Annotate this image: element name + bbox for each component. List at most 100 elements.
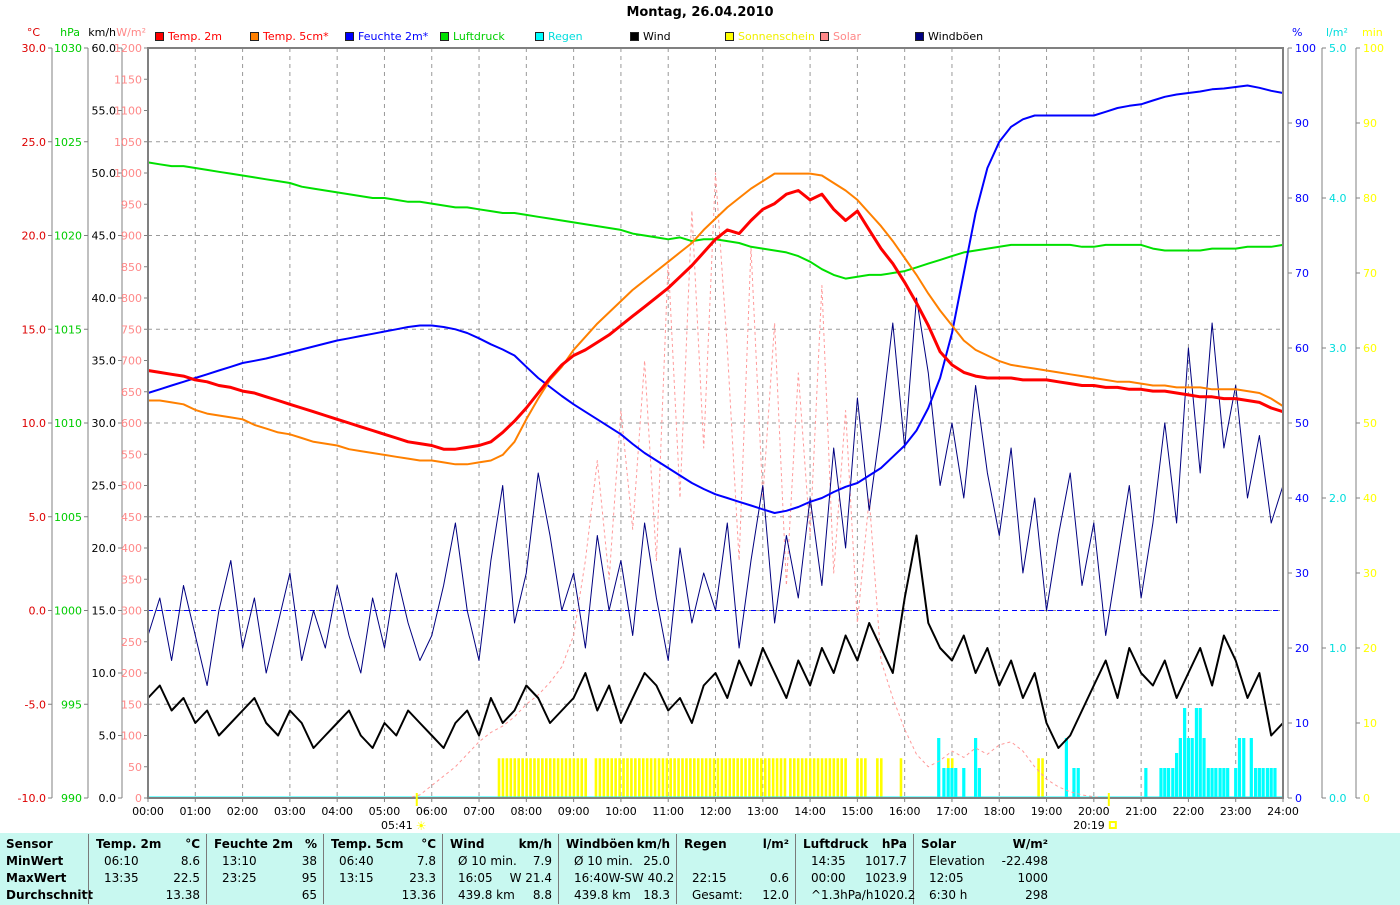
svg-text:995: 995 (61, 698, 82, 711)
svg-text:24:00: 24:00 (1267, 805, 1299, 818)
legend-swatch-icon (630, 31, 639, 41)
stats-col-wind: Wind km/h Ø 10 min. 7.9 16:05 W 21.4 439.8 km 8… (450, 835, 552, 903)
svg-text:02:00: 02:00 (227, 805, 259, 818)
svg-text:60: 60 (1295, 342, 1309, 355)
stats-cell-value: W-SW 40.2 (608, 870, 675, 885)
axis-pct: 0 10 20 30 40 50 60 70 80 90 100% (1287, 26, 1316, 805)
stats-col-unit: km/h (636, 836, 670, 851)
svg-text:25.0: 25.0 (22, 136, 47, 149)
svg-text:950: 950 (121, 198, 142, 211)
svg-text:50: 50 (1295, 417, 1309, 430)
svg-text:40.0: 40.0 (92, 292, 117, 305)
table-separator (88, 834, 89, 904)
axis-unit-label: °C (27, 26, 41, 39)
axis-unit-label: hPa (60, 26, 80, 39)
svg-text:16:00: 16:00 (889, 805, 921, 818)
svg-text:20: 20 (1295, 642, 1309, 655)
svg-text:1030: 1030 (54, 42, 82, 55)
stats-cell-value: 95 (301, 870, 317, 885)
svg-text:30: 30 (1295, 567, 1309, 580)
svg-text:1010: 1010 (54, 417, 82, 430)
stats-cell-value: 13.38 (165, 887, 200, 902)
stats-cell-value: 12.0 (762, 887, 789, 902)
svg-text:40: 40 (1363, 492, 1377, 505)
svg-text:100: 100 (1363, 42, 1384, 55)
stats-col-unit: km/h (518, 836, 552, 851)
stats-cell-time: 439.8 km (458, 887, 515, 902)
stats-col-unit: W/m² (1012, 836, 1048, 851)
axis-unit-label: W/m² (116, 26, 146, 39)
svg-text:750: 750 (121, 323, 142, 336)
svg-text:5.0: 5.0 (1329, 42, 1347, 55)
svg-text:04:00: 04:00 (321, 805, 353, 818)
axis-unit-label: % (1292, 26, 1302, 39)
stats-col-feuchte-2m: Feuchte 2m% 13:10 38 23:25 95 65 (214, 835, 317, 903)
svg-text:650: 650 (121, 386, 142, 399)
svg-text:1015: 1015 (54, 323, 82, 336)
svg-text:18:00: 18:00 (983, 805, 1015, 818)
svg-text:0: 0 (1295, 792, 1302, 805)
stats-cell-time: 16:05 (458, 870, 493, 885)
svg-text:850: 850 (121, 261, 142, 274)
stats-cell-time: 439.8 km (574, 887, 631, 902)
stats-col-unit: °C (421, 836, 436, 851)
svg-text:60.0: 60.0 (92, 42, 117, 55)
stats-cell-time: 14:35 (811, 853, 846, 868)
svg-text:1050: 1050 (114, 136, 142, 149)
series-wind (147, 534, 1284, 749)
svg-text:01:00: 01:00 (179, 805, 211, 818)
svg-text:1005: 1005 (54, 511, 82, 524)
table-separator (442, 834, 443, 904)
stats-cell-value: W 21.4 (509, 870, 552, 885)
legend-item-temp-5cm-: Temp. 5cm* (250, 30, 329, 42)
axis-unit-label: km/h (88, 26, 116, 39)
stats-col-windb-en: Windböen km/h Ø 10 min. 25.0 16:40 W-SW 40.2 4… (566, 835, 674, 903)
svg-text:990: 990 (61, 792, 82, 805)
svg-text:14:00: 14:00 (794, 805, 826, 818)
svg-text:45.0: 45.0 (92, 230, 117, 243)
svg-text:09:00: 09:00 (558, 805, 590, 818)
legend-swatch-icon (725, 31, 734, 41)
svg-text:100: 100 (1295, 42, 1316, 55)
svg-text:15.0: 15.0 (92, 605, 117, 618)
svg-text:600: 600 (121, 417, 142, 430)
legend-swatch-icon (820, 31, 829, 41)
stats-cell-time: 06:10 (104, 853, 139, 868)
legend-swatch-icon (535, 31, 544, 41)
svg-text:0: 0 (1363, 792, 1370, 805)
svg-text:5.0: 5.0 (29, 511, 47, 524)
table-separator (323, 834, 324, 904)
svg-text:55.0: 55.0 (92, 105, 117, 118)
svg-text:50.0: 50.0 (92, 167, 117, 180)
stats-cell-time: 13:15 (339, 870, 374, 885)
legend-label: Feuchte 2m* (358, 29, 429, 43)
stats-cell-value: 18.3 (643, 887, 670, 902)
stats-col-temp-5cm: Temp. 5cm °C 06:40 7.8 13:15 23.3 13.36 (331, 835, 436, 903)
stats-row-label: Durchschnitt (6, 887, 94, 902)
axis-lm2: 0.0 1.0 2.0 3.0 4.0 5.0 l/m² (1321, 26, 1348, 805)
svg-text:800: 800 (121, 292, 142, 305)
legend-item-luftdruck: Luftdruck (440, 30, 505, 42)
stats-row-label: Sensor (6, 836, 53, 851)
stats-col-unit: % (304, 836, 317, 851)
stats-cell-time: Ø 10 min. (574, 853, 633, 868)
svg-text:21:00: 21:00 (1125, 805, 1157, 818)
stats-table: Sensor MinWert MaxWert Durchschnitt Temp. 2m… (0, 833, 1400, 905)
stats-cell-value: -22.498 (1001, 853, 1048, 868)
svg-text:5.0: 5.0 (99, 730, 117, 743)
svg-text:10: 10 (1295, 717, 1309, 730)
stats-row-label: MaxWert (6, 870, 67, 885)
stats-col-title: Temp. 5cm (331, 836, 404, 851)
series-temp2m (147, 189, 1284, 451)
stats-col-regen: Regen l/m² 22:15 0.6 Gesamt: 12.0 (684, 835, 789, 903)
svg-text:10.0: 10.0 (22, 417, 47, 430)
sunset-marker: 20:19 (1073, 793, 1117, 832)
svg-text:350: 350 (121, 573, 142, 586)
svg-text:15:00: 15:00 (842, 805, 874, 818)
stats-cell-value: 8.6 (180, 853, 200, 868)
svg-text:19:00: 19:00 (1031, 805, 1063, 818)
stats-cell-time: 23:25 (222, 870, 257, 885)
legend-swatch-icon (915, 31, 924, 41)
svg-text:-10.0: -10.0 (18, 792, 46, 805)
